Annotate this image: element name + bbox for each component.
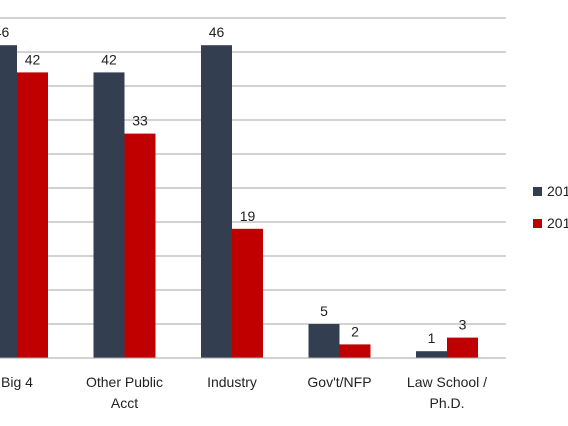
- gridlines: [0, 17, 506, 325]
- bar-series-1-2: [93, 72, 125, 359]
- legend-label: 201: [547, 215, 568, 231]
- data-label: 33: [132, 113, 148, 129]
- data-label: 42: [101, 51, 117, 67]
- data-labels: 46 42 42 33 46 19 5 2 1 3: [0, 24, 467, 346]
- bar-series-2-4: [339, 344, 371, 358]
- category-label: Big 4: [1, 374, 33, 390]
- data-label: 2: [351, 323, 359, 339]
- category-label: Other Public: [86, 374, 163, 390]
- bar-series-1-3: [201, 45, 232, 358]
- category-label: Law School /: [407, 374, 487, 390]
- data-label: 19: [240, 208, 256, 224]
- legend: 201 201: [533, 183, 568, 231]
- bar-series-1-1: [0, 45, 17, 358]
- bar-series-1-4: [308, 324, 340, 358]
- bar-series-2-1: [17, 72, 48, 359]
- legend-swatch: [533, 219, 542, 228]
- data-label: 46: [0, 24, 9, 40]
- bar-series-2-3: [232, 228, 263, 358]
- bar-series-2-5: [447, 337, 478, 358]
- category-label: Industry: [207, 374, 257, 390]
- category-label: Acct: [111, 395, 138, 411]
- category-label: Gov't/NFP: [307, 374, 371, 390]
- bars: [0, 45, 478, 359]
- data-label: 5: [320, 303, 328, 319]
- category-labels: Big 4 Other Public Acct Industry Gov't/NFP La…: [1, 374, 487, 411]
- legend-swatch: [533, 187, 542, 196]
- data-label: 46: [209, 24, 225, 40]
- data-label: 42: [25, 51, 41, 67]
- bar-series-2-2: [124, 133, 156, 358]
- data-label: 1: [428, 330, 436, 346]
- category-label: Ph.D.: [429, 395, 464, 411]
- legend-label: 201: [547, 183, 568, 199]
- bar-series-1-5: [416, 351, 447, 358]
- data-label: 3: [459, 317, 467, 333]
